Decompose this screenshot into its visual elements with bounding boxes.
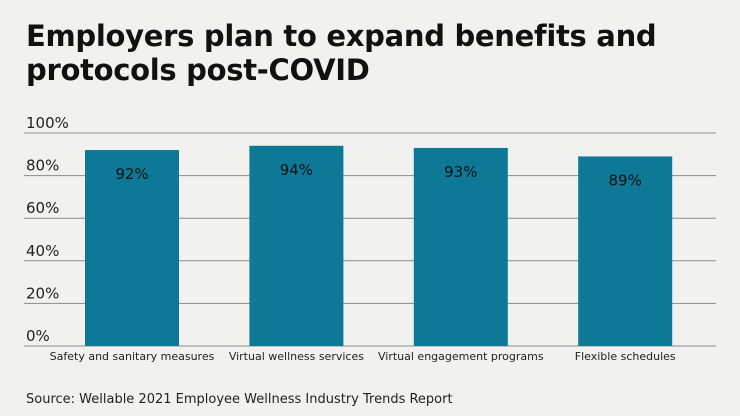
source-note: Source: Wellable 2021 Employee Wellness … (26, 392, 453, 407)
bar (578, 156, 673, 346)
bar (249, 145, 344, 346)
data-label: 93% (444, 163, 477, 181)
y-tick-label: 20% (26, 284, 59, 302)
y-tick-label: 80% (26, 157, 59, 175)
data-label: 92% (115, 165, 148, 183)
bar (85, 150, 179, 346)
data-label: 94% (280, 161, 313, 179)
x-category-label: Safety and sanitary measures (50, 350, 215, 363)
y-tick-label: 40% (26, 242, 59, 260)
data-label: 89% (609, 171, 642, 189)
x-category-label: Virtual wellness services (229, 350, 364, 363)
y-tick-label: 0% (26, 327, 50, 345)
y-tick-label: 100% (26, 114, 69, 132)
x-category-label: Virtual engagement programs (378, 350, 544, 363)
bar (413, 147, 508, 346)
x-category-label: Flexible schedules (575, 350, 676, 363)
y-tick-label: 60% (26, 199, 59, 217)
chart-title: Employers plan to expand benefits and pr… (26, 19, 657, 87)
